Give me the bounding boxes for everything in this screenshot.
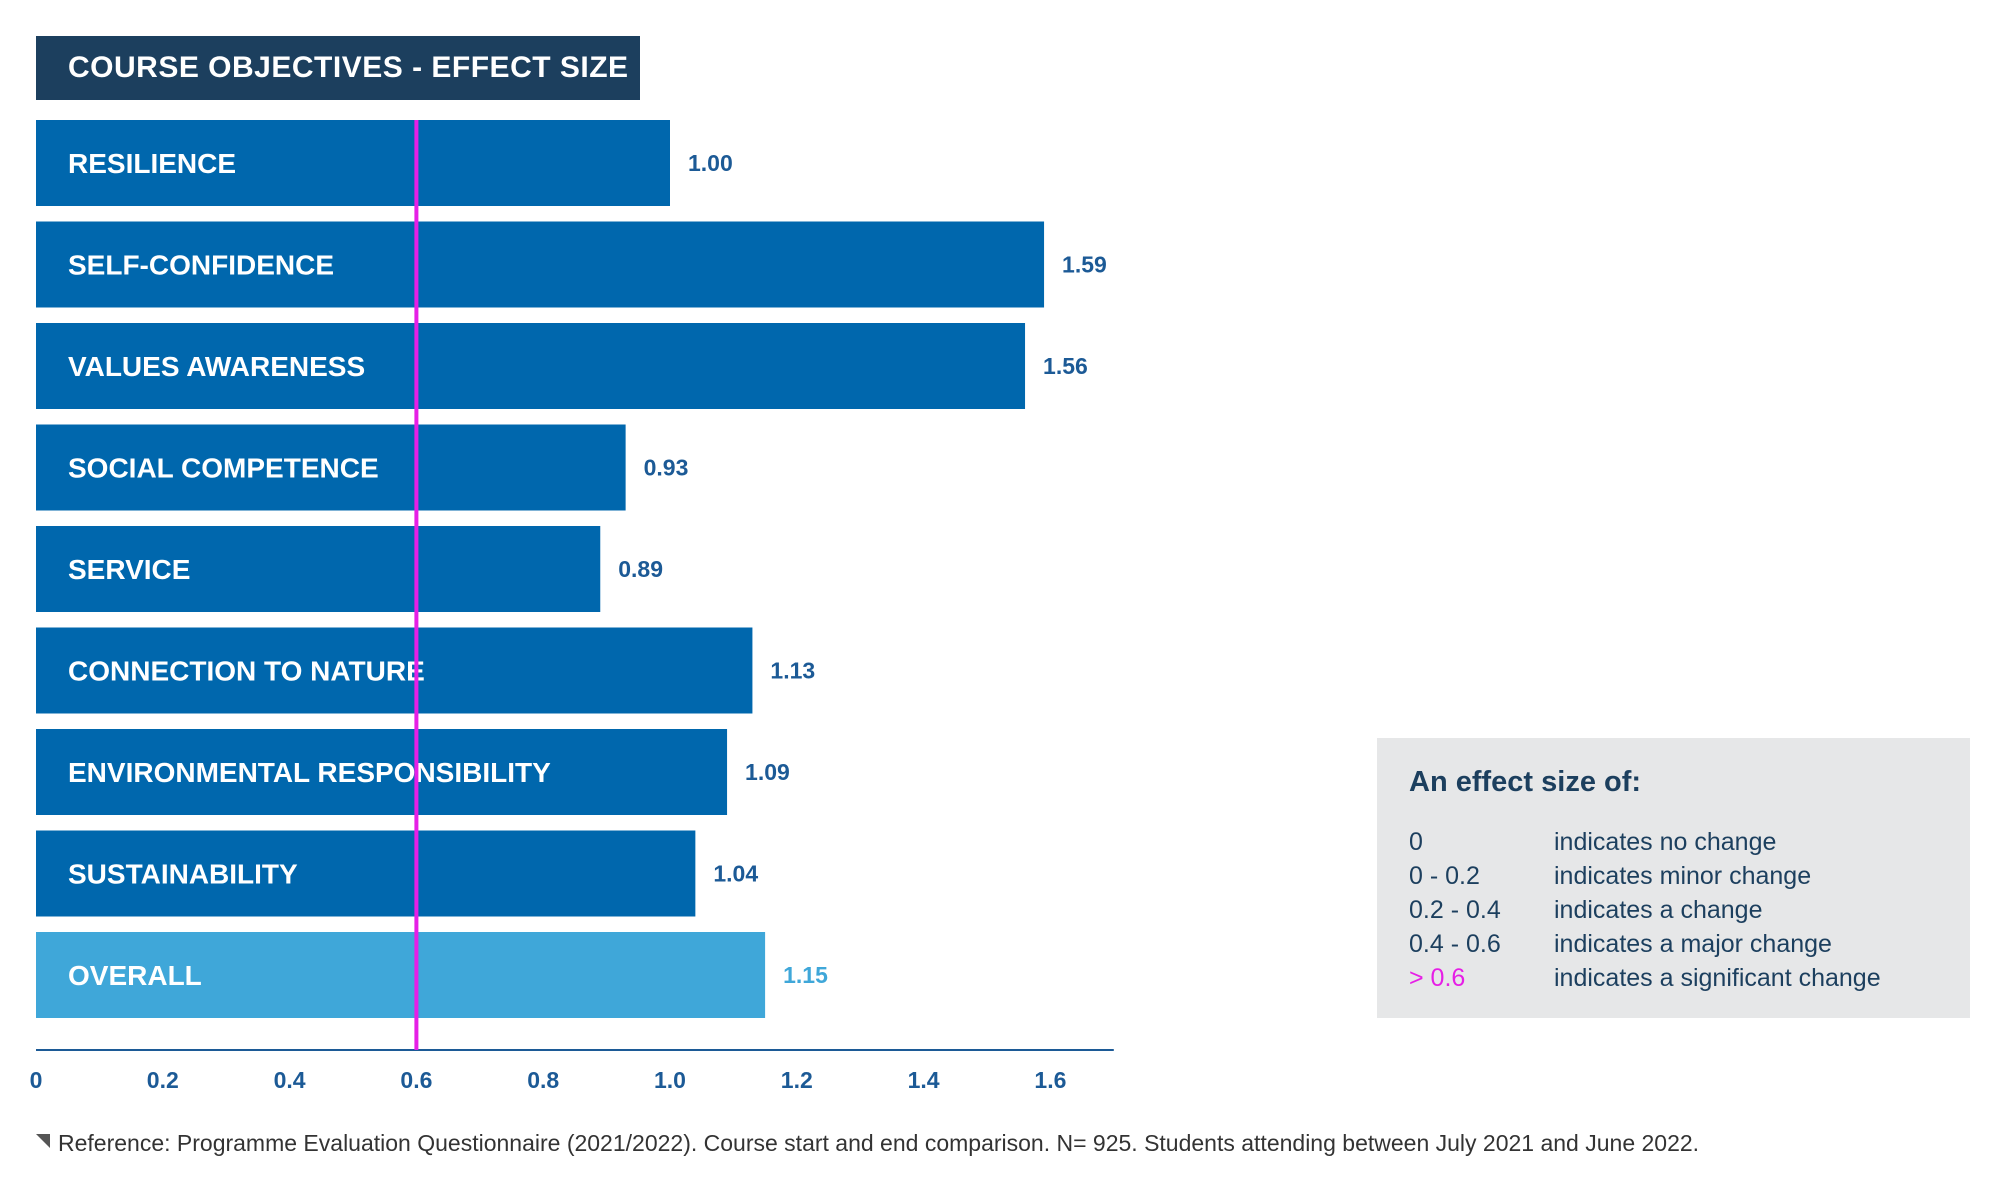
legend-row: 0 indicates no change — [1409, 825, 1938, 859]
data-label: 1.56 — [1043, 353, 1088, 379]
effect-size-legend: An effect size of: 0 indicates no change… — [1377, 738, 1970, 1018]
category-label: SELF-CONFIDENCE — [68, 250, 334, 281]
footnote-marker-icon — [36, 1133, 50, 1148]
x-tick-label: 1.6 — [1034, 1067, 1066, 1093]
x-tick-label: 0.2 — [147, 1067, 179, 1093]
bar — [36, 627, 753, 714]
legend-text: indicates minor change — [1554, 862, 1812, 890]
legend-row: 0.4 - 0.6 indicates a major change — [1409, 927, 1938, 961]
x-tick-label: 0.8 — [527, 1067, 559, 1093]
legend-text: indicates a change — [1554, 896, 1763, 924]
category-label: RESILIENCE — [68, 148, 236, 179]
legend-range-significant: > 0.6 — [1409, 964, 1466, 992]
data-label: 0.93 — [644, 455, 689, 481]
category-label: OVERALL — [68, 960, 202, 991]
bar — [36, 729, 728, 815]
bar — [36, 221, 1045, 308]
x-tick-label: 1.4 — [908, 1067, 940, 1093]
legend-text: indicates a significant change — [1554, 964, 1881, 992]
data-label: 1.04 — [713, 861, 758, 887]
footnote-text: Reference: Programme Evaluation Question… — [58, 1130, 1700, 1156]
bar — [36, 830, 696, 917]
legend-row: 0.2 - 0.4 indicates a change — [1409, 893, 1938, 927]
legend-text: indicates a major change — [1554, 930, 1832, 958]
bar — [36, 526, 601, 612]
data-label: 1.59 — [1062, 252, 1107, 278]
x-tick-label: 1.2 — [781, 1067, 813, 1093]
x-tick-label: 0.4 — [274, 1067, 306, 1093]
data-label: 1.09 — [745, 759, 790, 785]
bar — [36, 323, 1026, 409]
category-label: CONNECTION TO NATURE — [68, 656, 425, 687]
bar — [36, 932, 766, 1018]
data-label: 1.00 — [688, 150, 733, 176]
footnote: Reference: Programme Evaluation Question… — [36, 1130, 1699, 1157]
bar — [36, 424, 626, 511]
x-tick-label: 0.6 — [400, 1067, 432, 1093]
category-label: VALUES AWARENESS — [68, 351, 365, 382]
legend-text: indicates no change — [1554, 828, 1777, 856]
data-label: 1.15 — [783, 962, 828, 988]
legend-range: 0.4 - 0.6 — [1409, 930, 1501, 958]
legend-range: 0 — [1409, 828, 1423, 856]
data-label: 1.13 — [770, 658, 815, 684]
x-tick-label: 0 — [30, 1067, 43, 1093]
category-label: ENVIRONMENTAL RESPONSIBILITY — [68, 757, 551, 788]
chart-title: COURSE OBJECTIVES - EFFECT SIZE — [36, 36, 640, 100]
category-label: SUSTAINABILITY — [68, 859, 298, 890]
legend-range: 0.2 - 0.4 — [1409, 896, 1501, 924]
legend-row: > 0.6 indicates a significant change — [1409, 961, 1938, 995]
category-label: SERVICE — [68, 554, 190, 585]
legend-range: 0 - 0.2 — [1409, 862, 1480, 890]
legend-title: An effect size of: — [1409, 766, 1642, 798]
x-tick-label: 1.0 — [654, 1067, 686, 1093]
bar — [36, 120, 670, 206]
data-label: 0.89 — [618, 556, 663, 582]
legend-row: 0 - 0.2 indicates minor change — [1409, 859, 1938, 893]
category-label: SOCIAL COMPETENCE — [68, 453, 379, 484]
